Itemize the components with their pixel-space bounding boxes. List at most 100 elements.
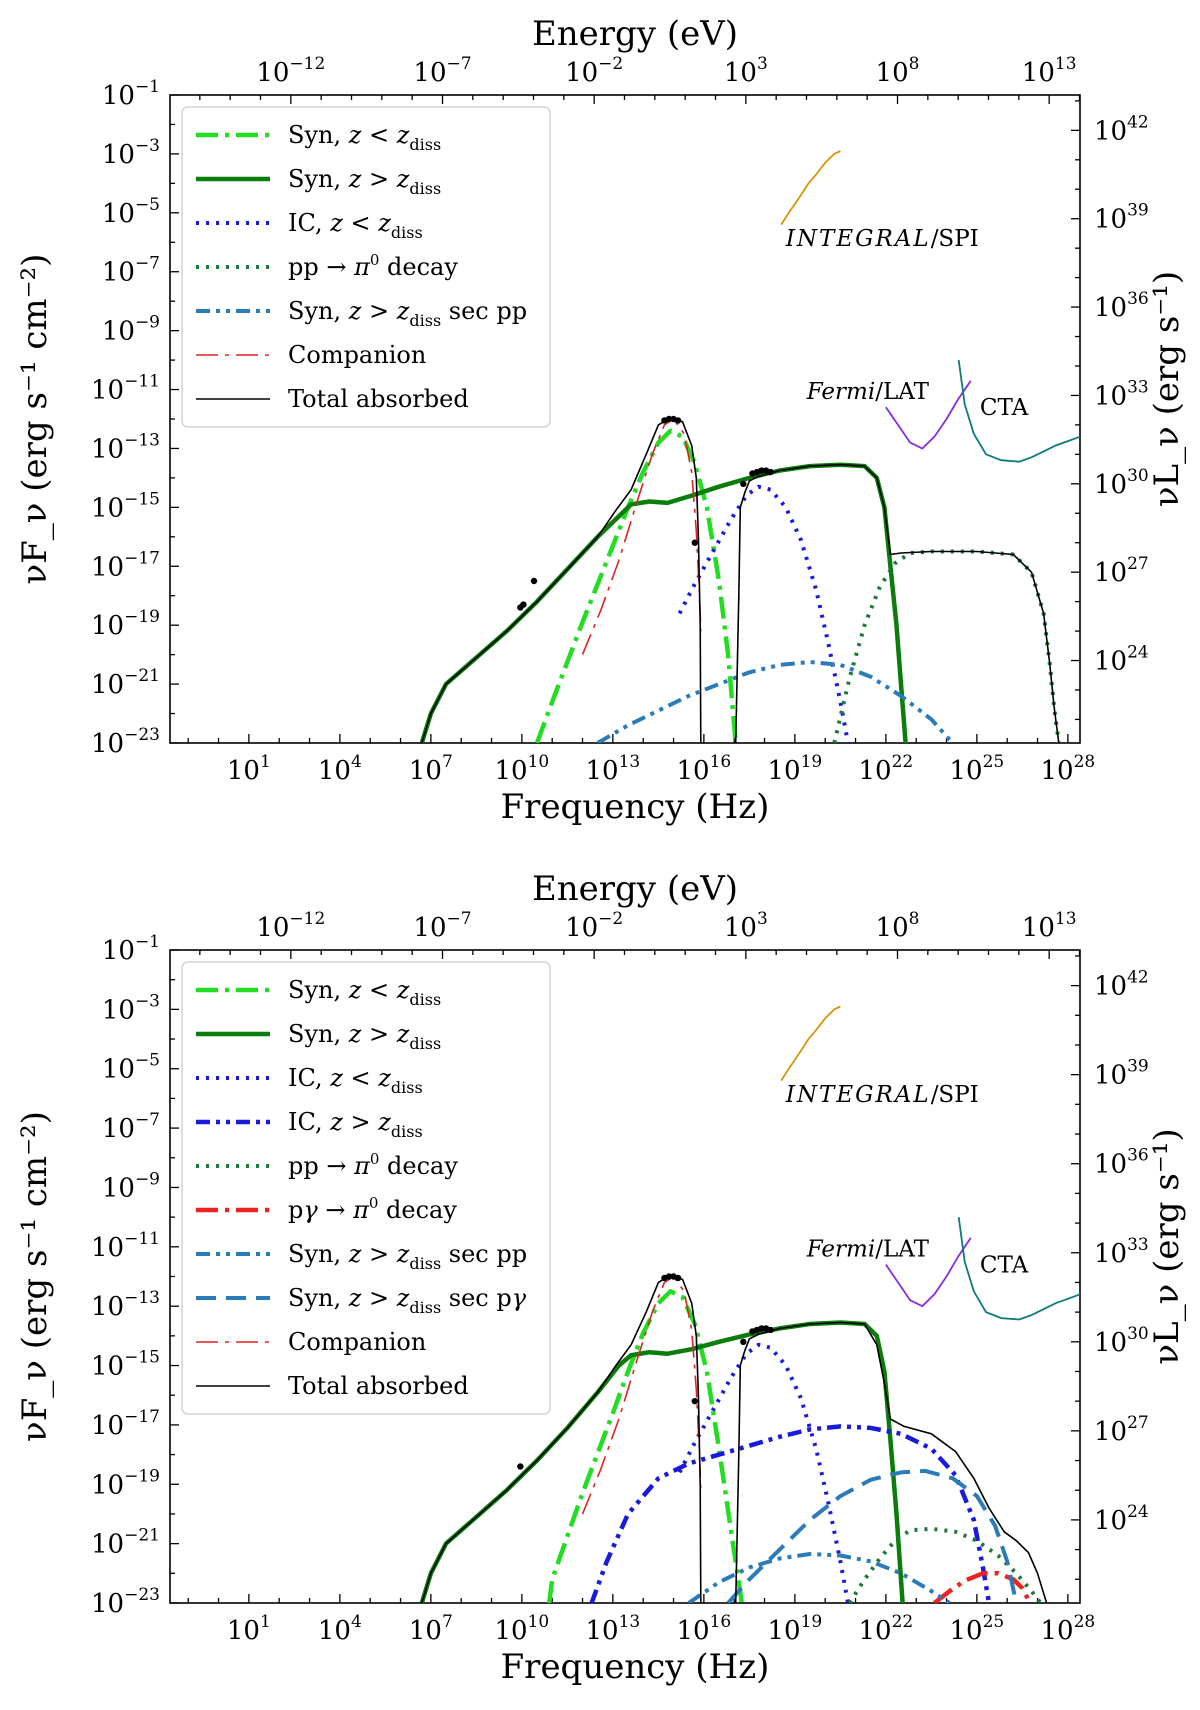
legend-label: IC, z < zdiss [288,1064,423,1097]
y-tick-label: 10−21 [91,1526,160,1560]
series-line [596,660,955,743]
x-tick-label: 101 [227,752,271,786]
y-tick-label: 10−1 [102,932,160,966]
x-tick-label: 1028 [1040,1612,1095,1646]
top-tick-label: 103 [724,909,768,943]
series-line [421,416,702,743]
right-tick-label: 1030 [1094,466,1149,500]
legend-label: pγ → π0 decay [288,1194,457,1224]
right-tick-label: 1036 [1094,289,1149,323]
legend-label: Total absorbed [288,385,469,413]
y-tick-label: 10−19 [91,607,160,641]
curves [419,1005,1080,1603]
x-tick-label: 107 [409,752,453,786]
sensitivity-curve-fermi-lat [885,1237,972,1308]
left-axis-title: νF_ν (erg s⁻¹ cm⁻²) [15,1111,55,1442]
legend-label: Syn, z > zdiss sec pγ [288,1284,527,1317]
series-line [421,1274,702,1603]
right-tick-label: 1033 [1094,1235,1149,1269]
right-tick-label: 1027 [1094,1413,1149,1447]
series-line [677,1342,850,1603]
fermi-lat-label: Fermi/LAT [806,379,930,405]
right-tick-label: 1042 [1094,112,1149,146]
data-point [665,415,673,423]
sensitivity-curve-cta [957,1216,1080,1321]
top-tick-label: 10−2 [565,909,623,943]
x-tick-label: 1028 [1040,752,1095,786]
y-tick-label: 10−15 [91,489,160,523]
series-line [734,463,1060,743]
top-tick-label: 1013 [1022,54,1077,88]
series-line [832,549,1061,743]
legend-label: Syn, z < zdiss [288,976,441,1009]
y-tick-label: 10−3 [102,136,160,170]
top-tick-label: 1013 [1022,909,1077,943]
y-tick-label: 10−13 [91,430,160,464]
x-tick-label: 1016 [676,752,731,786]
right-tick-label: 1033 [1094,377,1149,411]
legend-label: IC, z < zdiss [288,209,423,242]
top-tick-label: 108 [876,54,920,88]
series-line [419,462,908,743]
chart-panel-bottom: 101 104 107 1010 1013 1016 1019 1022 1025 1028 10−… [15,869,1187,1687]
right-tick-label: 1027 [1094,554,1149,588]
x-tick-label: 1013 [585,1612,640,1646]
y-tick-label: 10−1 [102,77,160,111]
y-tick-label: 10−15 [91,1348,160,1382]
right-tick-label: 1024 [1094,643,1149,677]
legend-label: Syn, z < zdiss [288,121,441,154]
data-point [691,1397,698,1405]
left-axis-title: νF_ν (erg s⁻¹ cm⁻²) [15,254,55,585]
y-tick-label: 10−9 [102,313,160,347]
x-tick-label: 101 [227,1612,271,1646]
x-tick-label: 1019 [767,752,822,786]
top-axis-title: Energy (eV) [532,869,738,909]
y-tick-label: 10−11 [91,1229,160,1263]
top-tick-label: 10−7 [413,54,471,88]
series-line [687,1552,951,1603]
y-tick-label: 10−9 [102,1169,160,1203]
data-point [520,601,527,608]
cta-label: CTA [980,395,1029,421]
data-point [767,468,774,476]
curves [419,150,1080,743]
legend-label: pp → π0 decay [288,251,458,281]
x-tick-label: 104 [318,752,362,786]
sensitivity-curve-cta [957,359,1080,463]
legend-box [181,961,551,1415]
sensitivity-curve-fermi-lat [885,380,972,450]
integral-spi-label: INTEGRAL/SPI [785,226,979,252]
x-tick-label: 1025 [949,752,1004,786]
y-tick-label: 10−11 [91,372,160,406]
right-tick-label: 1036 [1094,1146,1149,1180]
top-tick-label: 10−7 [413,909,471,943]
legend-label: Syn, z > zdiss [288,165,441,198]
data-point [517,1463,524,1470]
legend-box [181,106,551,428]
series-line [677,484,850,743]
y-tick-label: 10−7 [102,1110,160,1144]
y-tick-label: 10−17 [91,1407,160,1441]
top-tick-label: 10−12 [256,54,325,88]
legend-label: IC, z > zdiss [288,1108,423,1141]
chart-panel-top: 101 104 107 1010 1013 1016 1019 1022 1025 1028 10−… [15,14,1187,827]
fermi-lat-label: Fermi/LAT [806,1236,930,1262]
x-tick-label: 104 [318,1612,362,1646]
x-tick-label: 1010 [494,752,549,786]
x-tick-label: 1010 [494,1612,549,1646]
data-point [767,1326,774,1334]
data-point [530,577,538,585]
top-tick-label: 108 [876,909,920,943]
series-line [734,1321,1048,1603]
x-tick-label: 1013 [585,752,640,786]
legend-label: Syn, z > zdiss sec pp [288,1240,527,1273]
series-line [933,1571,1033,1603]
y-tick-label: 10−5 [102,1051,160,1085]
legend-label: Syn, z > zdiss [288,1020,441,1053]
x-axis-title: Frequency (Hz) [501,1647,770,1687]
y-tick-label: 10−21 [91,666,160,700]
top-tick-label: 10−12 [256,909,325,943]
y-tick-label: 10−19 [91,1466,160,1500]
series-line [546,1289,745,1603]
